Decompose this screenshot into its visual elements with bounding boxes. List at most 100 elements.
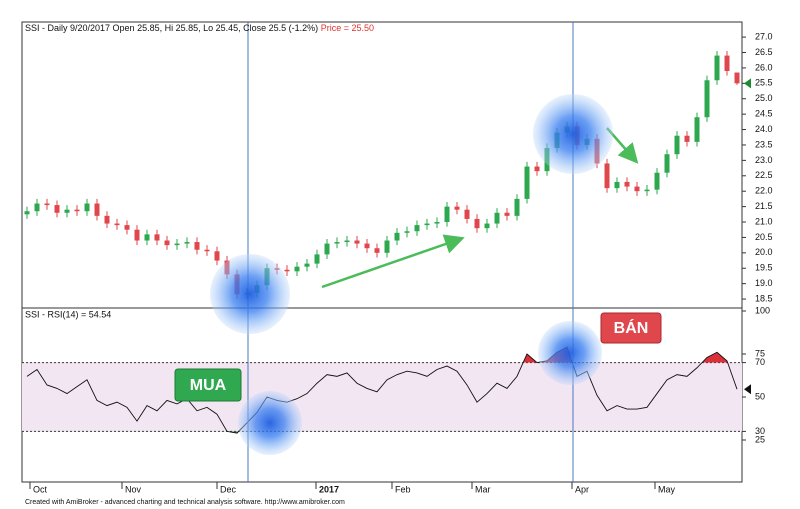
candle-body [104, 215, 110, 224]
candle-body [124, 225, 130, 230]
candle-body [614, 181, 620, 189]
candle-body [94, 203, 100, 216]
rsi-line [26, 346, 738, 434]
candle-body [214, 251, 220, 261]
candle-body [334, 242, 340, 244]
candle-body [414, 225, 420, 232]
last-price-marker [744, 78, 751, 89]
y-tick-label: 23.5 [755, 139, 773, 149]
x-tick-label: Apr [575, 484, 589, 494]
y-tick-label: 75 [755, 348, 765, 358]
candle-body [464, 209, 470, 219]
candle-body [444, 206, 450, 223]
y-tick-label: 21.5 [755, 201, 773, 211]
candle-body [474, 218, 480, 229]
y-tick-label: 26.0 [755, 62, 773, 72]
y-tick-label: 26.5 [755, 47, 773, 57]
y-tick-label: 25.0 [755, 93, 773, 103]
candle-body [504, 212, 510, 216]
candle-body [664, 154, 670, 173]
candle-body [24, 211, 30, 215]
last-rsi-marker [744, 384, 751, 395]
x-tick-label: Nov [125, 484, 142, 494]
x-tick-label: Oct [33, 484, 48, 494]
candle-body [714, 55, 720, 81]
y-tick-label: 50 [755, 391, 765, 401]
candle-body [194, 242, 200, 250]
y-tick-label: 19.5 [755, 263, 773, 273]
candle-body [304, 263, 310, 267]
y-tick-label: 19.0 [755, 278, 773, 288]
highlight [210, 254, 290, 334]
highlight [238, 391, 302, 455]
candle-body [144, 234, 150, 241]
candle-body [724, 55, 730, 72]
buy-label: MUA [190, 377, 227, 394]
footer: Created with AmiBroker - advanced charti… [25, 499, 345, 506]
buy-box [174, 368, 242, 402]
y-tick-label: 20.5 [755, 232, 773, 242]
candle-body [324, 243, 330, 255]
candle-body [604, 163, 610, 189]
candle-body [644, 189, 650, 192]
x-tick-label: Dec [220, 484, 237, 494]
y-tick-label: 18.5 [755, 293, 773, 303]
y-tick-label: 70 [755, 357, 765, 367]
trend-arrow [321, 234, 465, 289]
candle-body [624, 181, 630, 187]
candle-body [654, 172, 660, 190]
candle-body [394, 232, 400, 241]
y-tick-label: 20.0 [755, 247, 773, 257]
candle-body [634, 186, 640, 192]
candle-body [484, 223, 490, 229]
candle-body [734, 72, 740, 84]
candle-body [364, 243, 370, 249]
candle-body [704, 80, 710, 118]
candle-body [344, 240, 350, 243]
candle-body [114, 223, 120, 226]
candle-body [354, 240, 360, 244]
candle-body [374, 248, 380, 253]
candle-body [74, 209, 80, 212]
rsi-band [22, 362, 742, 432]
candle-body [674, 135, 680, 155]
candle-body [174, 243, 180, 246]
x-tick-label: 2017 [319, 484, 339, 494]
y-tick-label: 27.0 [755, 31, 773, 41]
candle-body [404, 231, 410, 233]
y-tick-label: 25 [755, 434, 765, 444]
candle-body [44, 203, 50, 206]
candle-body [454, 206, 460, 210]
candle-body [534, 166, 540, 172]
sell-label: BÁN [614, 318, 649, 337]
candle-body [294, 266, 300, 272]
candle-body [514, 198, 520, 216]
candle-body [694, 117, 700, 142]
y-tick-label: 30 [755, 426, 765, 436]
candle-body [184, 242, 190, 244]
y-tick-label: 100 [755, 305, 770, 315]
highlight [533, 94, 613, 174]
candle-body [54, 205, 60, 213]
candle-body [434, 222, 440, 224]
price-title: SSI - Daily 9/20/2017 Open 25.85, Hi 25.… [25, 23, 374, 33]
candle-body [684, 135, 690, 142]
x-tick-label: Mar [475, 484, 491, 494]
candle-body [384, 240, 390, 253]
sell-box [600, 312, 662, 344]
y-tick-label: 23.0 [755, 155, 773, 165]
candle-body [204, 249, 210, 252]
y-tick-label: 24.5 [755, 109, 773, 119]
highlight [538, 321, 602, 385]
x-tick-label: May [658, 484, 676, 494]
rsi-title: SSI - RSI(14) = 54.54 [25, 309, 111, 319]
candle-body [34, 203, 40, 212]
price-readout: Price = 25.50 [321, 23, 374, 33]
candle-body [64, 209, 70, 213]
candle-body [424, 223, 430, 226]
y-tick-label: 22.5 [755, 170, 773, 180]
y-tick-label: 21.0 [755, 216, 773, 226]
y-tick-label: 24.0 [755, 124, 773, 134]
